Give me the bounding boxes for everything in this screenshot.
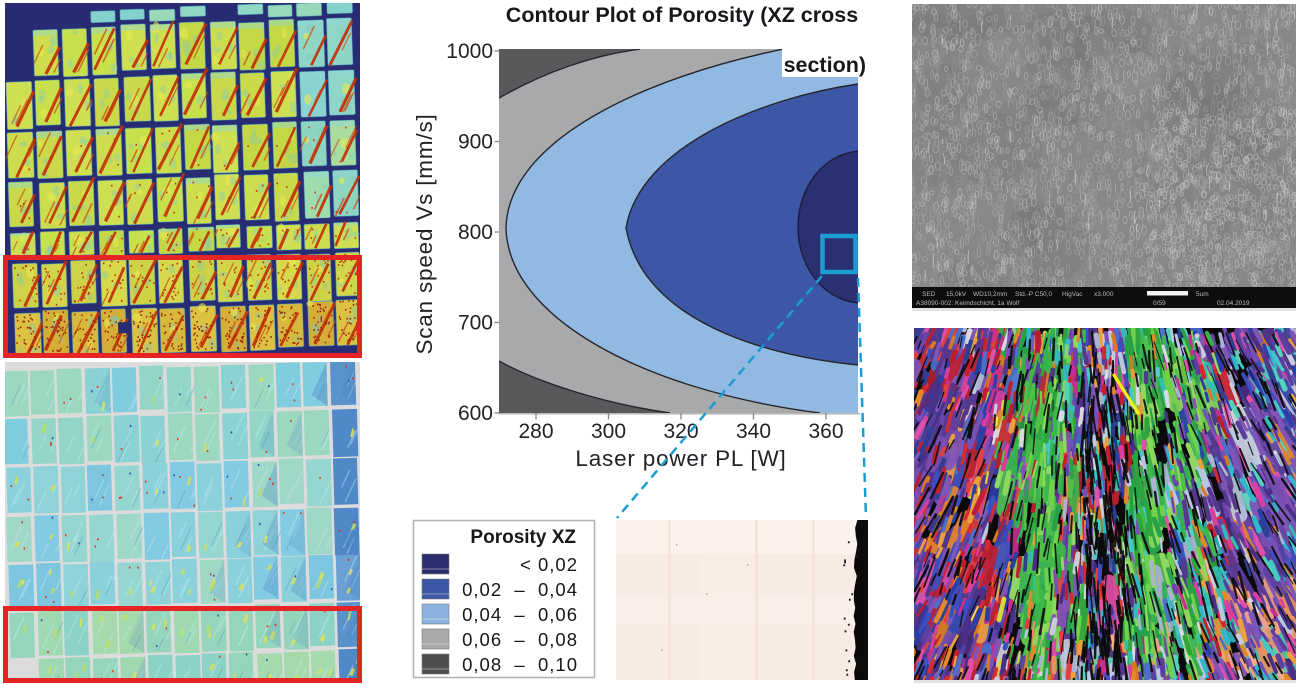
svg-text:280: 280 [518, 420, 553, 443]
svg-text:0,04 – 0,06: 0,04 – 0,06 [462, 604, 578, 625]
svg-text:600: 600 [458, 402, 493, 425]
svg-text:HigVac: HigVac [1062, 291, 1083, 298]
svg-text:900: 900 [458, 131, 493, 154]
svg-text:5um: 5um [1196, 291, 1209, 298]
svg-text:340: 340 [736, 420, 771, 443]
svg-text:320: 320 [663, 420, 698, 443]
svg-text:SED: SED [922, 291, 936, 298]
svg-text:1000: 1000 [446, 40, 493, 63]
svg-text:0,08 – 0,10: 0,08 – 0,10 [462, 654, 578, 675]
svg-text:360: 360 [808, 420, 843, 443]
svg-text:Laser power PL [W]: Laser power PL [W] [575, 446, 786, 471]
svg-text:0,02 – 0,04: 0,02 – 0,04 [462, 579, 578, 600]
svg-text:WD10,2mm: WD10,2mm [973, 291, 1007, 298]
svg-text:Std.-P C50,0: Std.-P C50,0 [1015, 291, 1052, 298]
svg-text:section): section) [784, 53, 866, 77]
svg-text:0,06 – 0,08: 0,06 – 0,08 [462, 629, 578, 650]
svg-text:15,0kV: 15,0kV [946, 291, 967, 298]
svg-text:700: 700 [458, 312, 493, 335]
svg-text:02.04.2019: 02.04.2019 [1217, 300, 1250, 307]
svg-text:0/59: 0/59 [1153, 300, 1166, 307]
svg-text:x3.000: x3.000 [1094, 291, 1114, 298]
svg-text:Porosity XZ: Porosity XZ [470, 527, 576, 548]
svg-text:A38090-002: Keimdschicht, 1a W: A38090-002: Keimdschicht, 1a Wolf [916, 300, 1019, 307]
svg-text:< 0,02: < 0,02 [520, 554, 578, 575]
svg-text:300: 300 [591, 420, 626, 443]
svg-text:Scan speed Vs [mm/s]: Scan speed Vs [mm/s] [412, 113, 437, 354]
svg-text:800: 800 [458, 221, 493, 244]
svg-text:Contour Plot of Porosity (XZ c: Contour Plot of Porosity (XZ cross [506, 3, 858, 27]
